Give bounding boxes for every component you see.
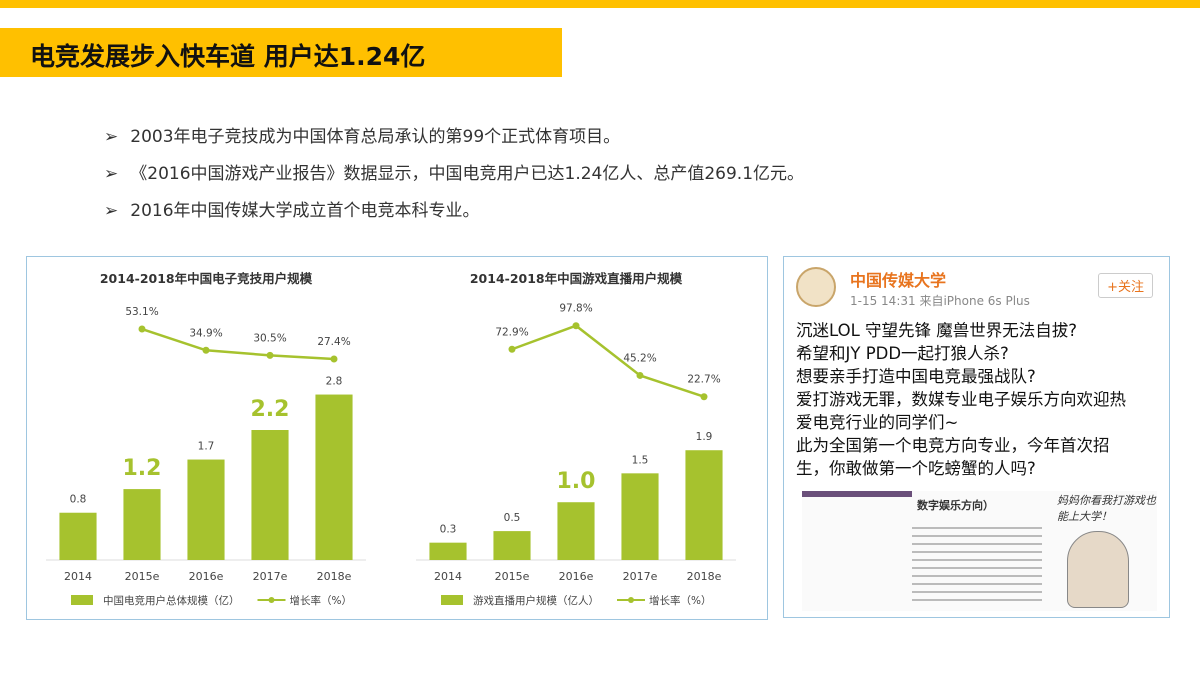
post-line: 希望和JY PDD一起打狼人杀? — [796, 344, 1009, 363]
legend-label: 增长率（%） — [290, 594, 352, 607]
bullet-list: 2003年电子竞技成为中国体育总局承认的第99个正式体育项目。 《2016中国游… — [104, 124, 804, 235]
growth-label: 53.1% — [125, 306, 158, 318]
growth-point — [330, 355, 338, 363]
follow-button[interactable]: +关注 — [1098, 273, 1153, 298]
bar-label-emphasized: 1.2 — [123, 456, 162, 481]
post-line: 爱打游戏无罪，数媒专业电子娱乐方向欢迎热 — [796, 390, 1126, 409]
x-tick-label: 2014 — [64, 570, 92, 583]
post-line: 此为全国第一个电竞方向专业，今年首次招 — [796, 436, 1110, 455]
x-tick-label: 2014 — [434, 570, 462, 583]
post-line: 爱电竞行业的同学们~ — [796, 413, 959, 432]
growth-label: 22.7% — [687, 374, 720, 386]
bar — [123, 489, 161, 560]
poster-image: 数字娱乐方向） 妈妈你看我打游戏也能上大学！ — [802, 491, 1157, 611]
charts-panel: 2014-2018年中国电子竞技用户规模 0.8 1.2 1.7 2.2 2.8 53.1%… — [26, 256, 768, 620]
bar — [59, 512, 97, 560]
chart-title: 2014-2018年中国游戏直播用户规模 — [470, 271, 683, 286]
post-meta: 1-15 14:31 来自iPhone 6s Plus — [850, 294, 1030, 308]
top-bar — [0, 0, 1200, 8]
post-line: 生，你敢做第一个吃螃蟹的人吗? — [796, 459, 1036, 478]
growth-point — [700, 393, 708, 401]
bar — [685, 450, 723, 560]
growth-label: 45.2% — [623, 352, 656, 364]
growth-point — [202, 346, 210, 354]
bar-label: 1.5 — [632, 454, 649, 466]
growth-label: 30.5% — [253, 332, 286, 344]
bullet: 《2016中国游戏产业报告》数据显示，中国电竞用户已达1.24亿人、总产值269… — [104, 161, 804, 198]
x-tick-label: 2017e — [253, 570, 288, 583]
growth-point — [508, 345, 516, 353]
title-box: 电竞发展步入快车道 用户达1.24亿 — [0, 28, 562, 77]
growth-line — [141, 327, 335, 361]
legend-label: 游戏直播用户规模（亿人） — [473, 594, 599, 607]
growth-label: 97.8% — [559, 303, 592, 315]
growth-point — [572, 322, 580, 330]
bar-label: 1.7 — [198, 441, 215, 453]
bar — [557, 502, 595, 560]
x-tick-label: 2015e — [125, 570, 160, 583]
bar — [187, 459, 225, 560]
growth-label: 72.9% — [495, 326, 528, 338]
bar — [621, 473, 659, 560]
account-name: 中国传媒大学 — [850, 271, 947, 290]
bar — [251, 430, 289, 560]
growth-point — [636, 371, 644, 379]
post-line: 想要亲手打造中国电竞最强战队? — [796, 367, 1036, 386]
legend-swatch-dot — [628, 597, 634, 603]
bar — [429, 542, 467, 560]
bullet: 2003年电子竞技成为中国体育总局承认的第99个正式体育项目。 — [104, 124, 804, 161]
chart-title: 2014-2018年中国电子竞技用户规模 — [100, 271, 313, 286]
weibo-post: 中国传媒大学 1-15 14:31 来自iPhone 6s Plus +关注 沉… — [783, 256, 1170, 618]
growth-point — [266, 351, 274, 359]
growth-label: 27.4% — [317, 336, 350, 348]
legend-label: 中国电竞用户总体规模（亿） — [103, 594, 240, 607]
growth-point — [138, 325, 146, 333]
poster-strip — [802, 491, 912, 497]
poster-text-block — [912, 521, 1042, 601]
slide-title: 电竞发展步入快车道 用户达1.24亿 — [30, 42, 426, 71]
post-text: 沉迷LOL 守望先锋 魔兽世界无法自拔? 希望和JY PDD一起打狼人杀? 想要… — [796, 319, 1166, 480]
legend-swatch-dot — [268, 597, 275, 603]
bar-label: 0.5 — [504, 512, 521, 524]
avatar — [796, 267, 836, 307]
bar-label: 0.3 — [440, 524, 457, 536]
x-tick-label: 2016e — [189, 570, 224, 583]
x-tick-label: 2015e — [495, 570, 530, 583]
cartoon — [1067, 531, 1129, 608]
x-tick-label: 2018e — [317, 570, 352, 583]
x-tick-label: 2018e — [687, 570, 722, 583]
legend-swatch — [71, 595, 93, 605]
growth-label: 34.9% — [189, 327, 222, 339]
bar — [493, 531, 531, 560]
bar-label: 0.8 — [70, 494, 87, 506]
growth-line — [511, 324, 705, 398]
bar-label-emphasized: 1.0 — [557, 469, 596, 494]
bar-label-emphasized: 2.2 — [251, 397, 290, 422]
bar-label: 2.8 — [326, 376, 343, 388]
bar — [315, 394, 353, 560]
poster-heading: 数字娱乐方向） — [917, 499, 994, 512]
bar-label: 1.9 — [696, 431, 713, 443]
bullet: 2016年中国传媒大学成立首个电竞本科专业。 — [104, 198, 804, 235]
post-line: 沉迷LOL 守望先锋 魔兽世界无法自拔? — [796, 321, 1078, 340]
x-tick-label: 2016e — [559, 570, 594, 583]
poster-caption: 妈妈你看我打游戏也能上大学！ — [1057, 494, 1156, 523]
legend-label: 增长率（%） — [649, 594, 711, 607]
x-tick-label: 2017e — [623, 570, 658, 583]
legend-swatch — [441, 595, 463, 605]
